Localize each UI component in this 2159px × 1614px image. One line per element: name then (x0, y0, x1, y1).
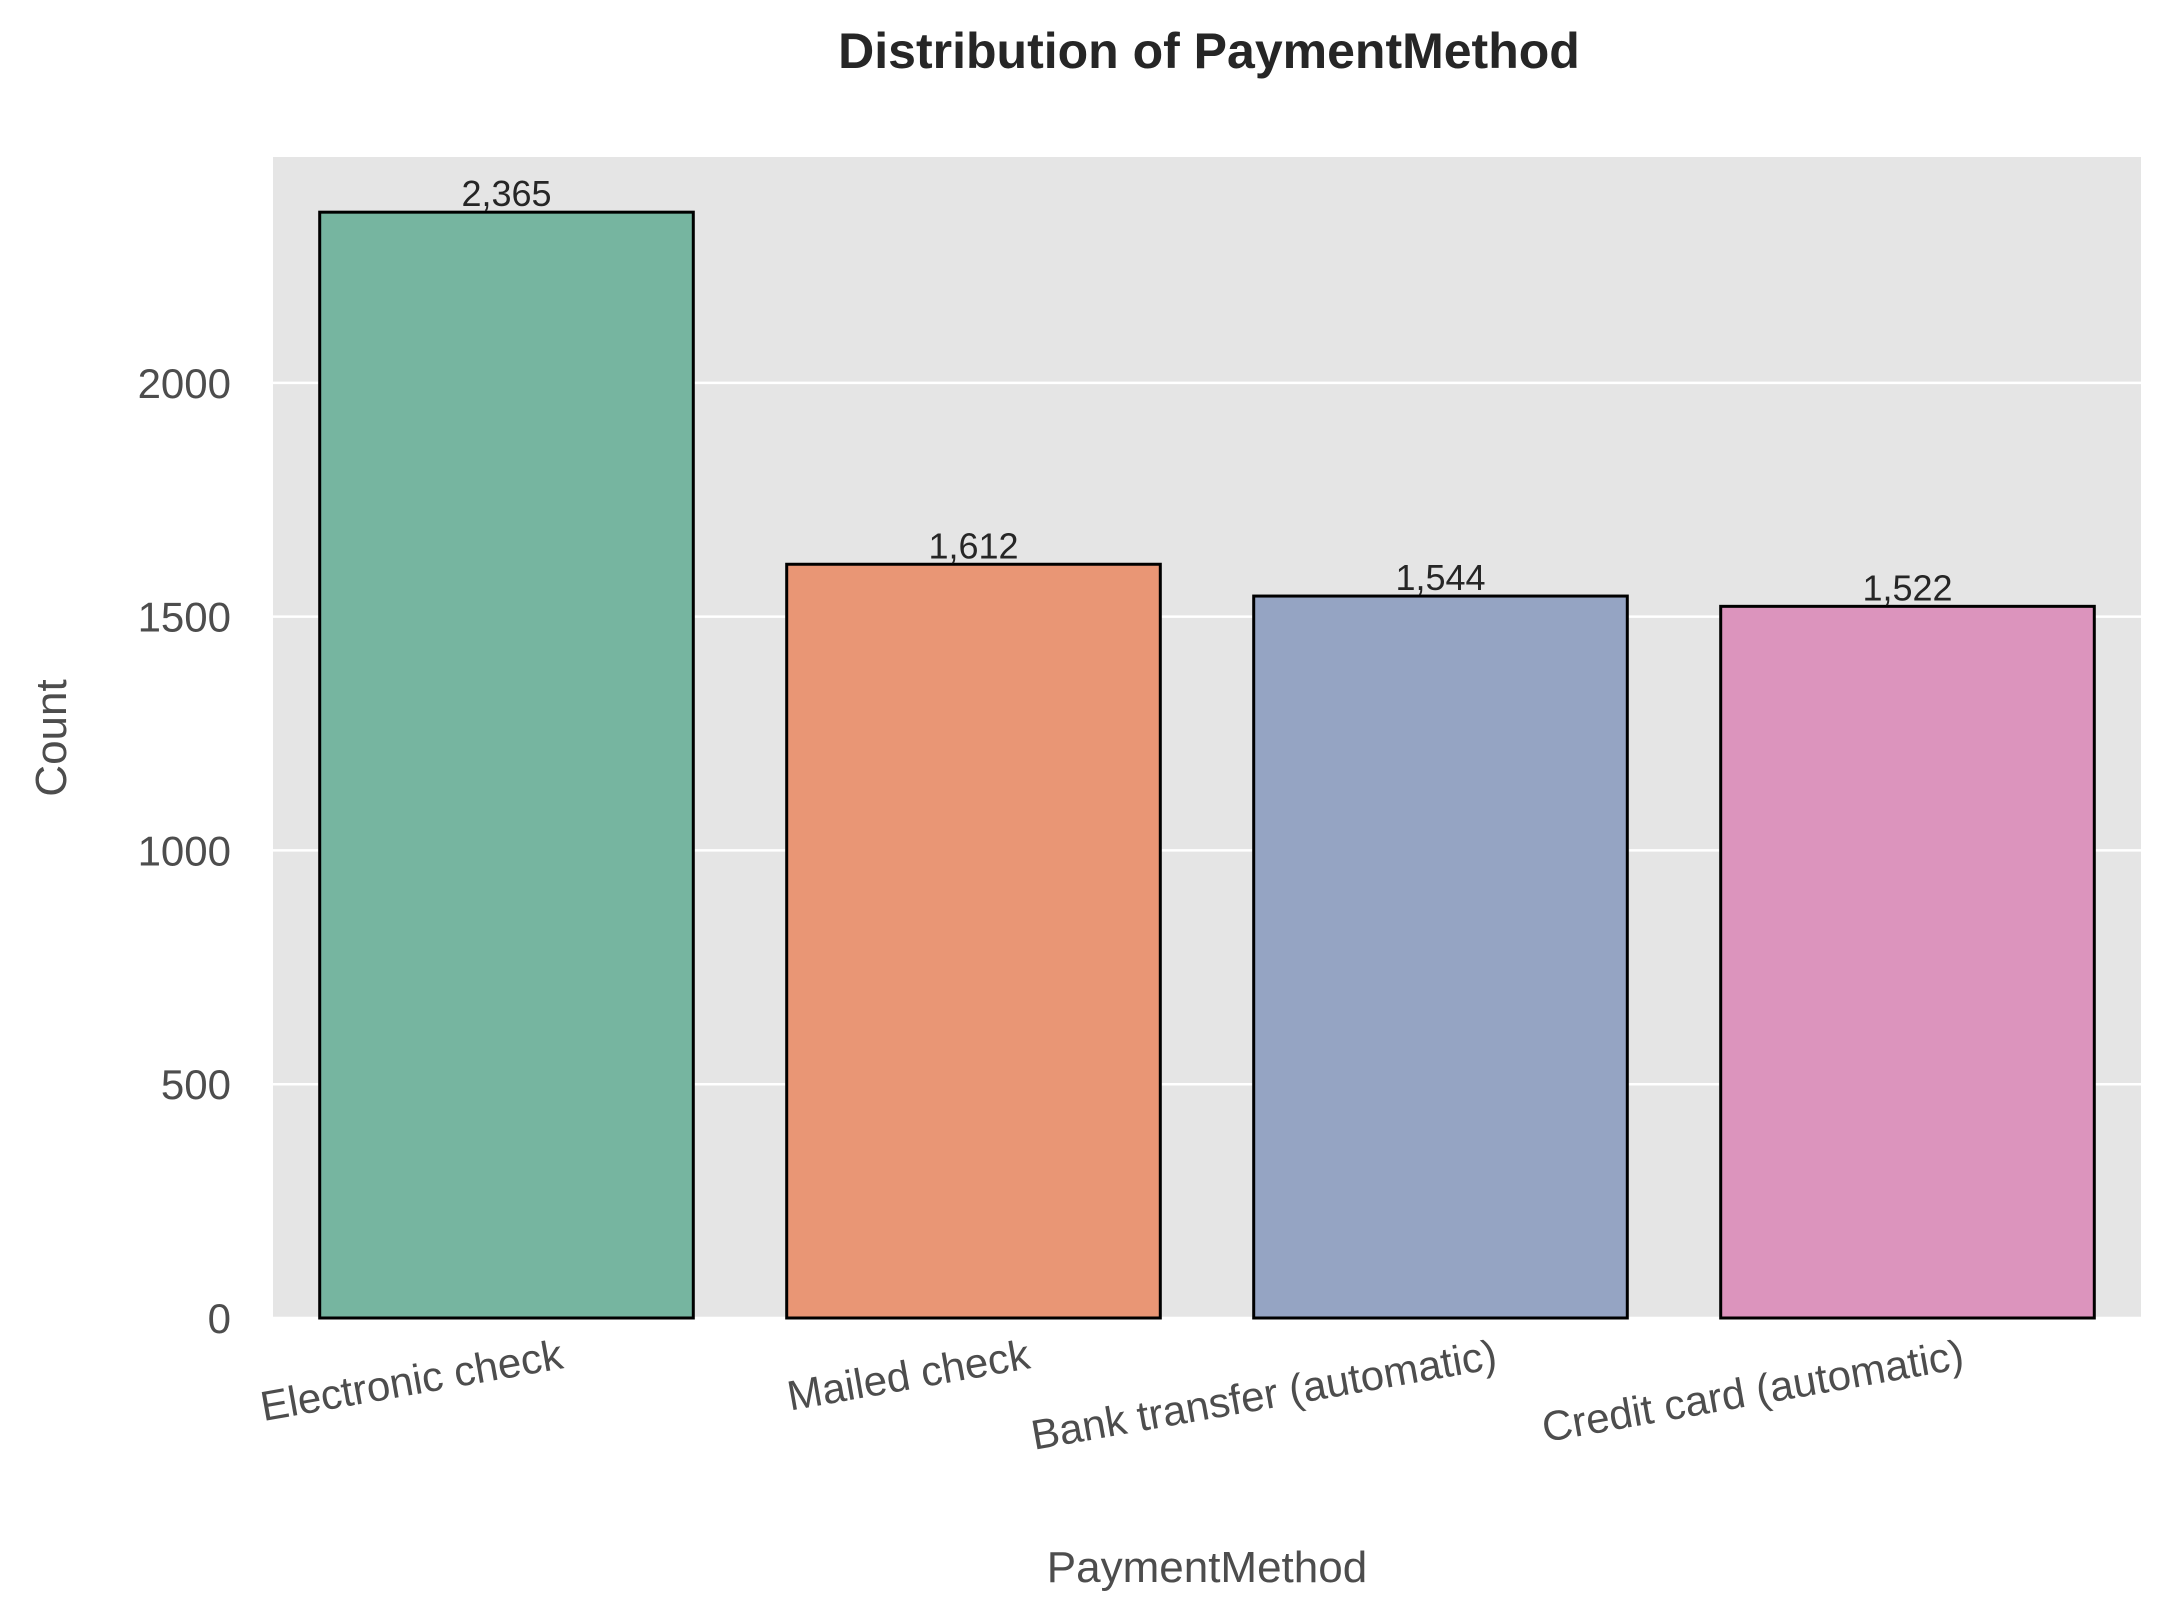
bar (1719, 604, 2096, 1320)
x-tick-label: Electronic check (257, 1330, 567, 1430)
y-axis-ticks: 0 500 1000 1500 2000 (138, 360, 231, 1342)
y-tick-label: 1000 (138, 827, 231, 874)
y-axis-label: Count (27, 679, 76, 796)
bar-value-label: 2,365 (461, 173, 551, 214)
bar-value-label: 1,544 (1395, 557, 1485, 598)
x-axis-label: PaymentMethod (1047, 1543, 1367, 1592)
y-tick-label: 500 (161, 1061, 231, 1108)
bar-value-label: 1,522 (1862, 567, 1952, 608)
bar (318, 210, 695, 1320)
bar-value-labels: 2,365 1,612 1,544 1,522 (461, 173, 1952, 608)
bar (1252, 594, 1629, 1320)
chart-title: Distribution of PaymentMethod (838, 23, 1580, 79)
y-tick-label: 1500 (138, 594, 231, 641)
bar (785, 562, 1162, 1320)
x-tick-label: Mailed check (784, 1330, 1035, 1419)
y-tick-label: 2000 (138, 360, 231, 407)
bars (318, 210, 2096, 1320)
x-tick-label: Credit card (automatic) (1538, 1331, 1967, 1451)
bar-value-label: 1,612 (928, 525, 1018, 566)
x-tick-label: Bank transfer (automatic) (1028, 1331, 1501, 1459)
y-tick-label: 0 (208, 1295, 231, 1342)
